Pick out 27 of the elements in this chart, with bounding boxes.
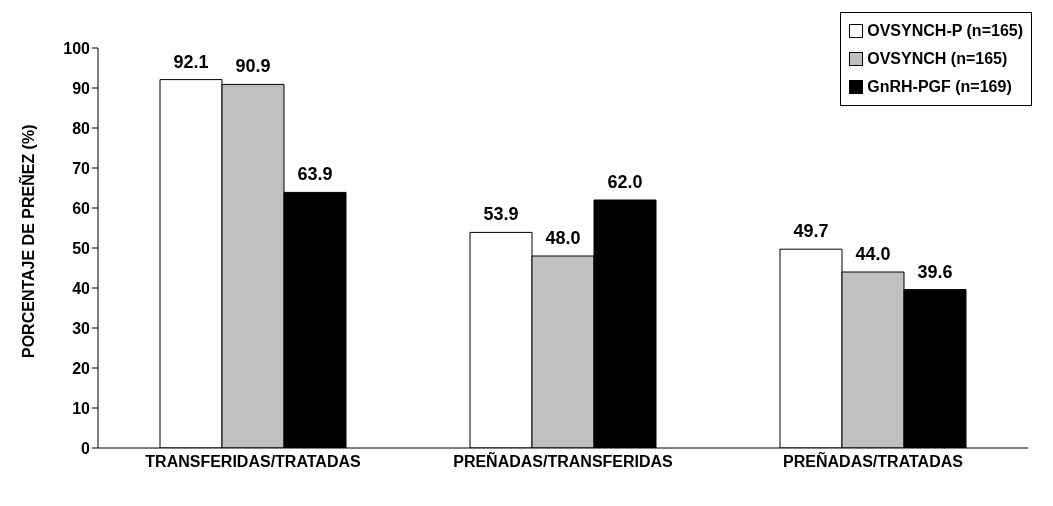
y-tick-label: 0 (81, 439, 91, 457)
data-label: 62.0 (607, 172, 643, 192)
y-axis-title: PORCENTAJE DE PREÑEZ (%) (17, 124, 37, 358)
data-label: 48.0 (545, 228, 581, 248)
y-tick-label: 90 (72, 79, 91, 97)
y-tick-label: 40 (72, 279, 91, 297)
y-tick-label: 80 (72, 119, 91, 137)
y-tick-label: 60 (72, 199, 91, 217)
y-tick-label: 10 (72, 399, 91, 417)
y-tick-label: 100 (63, 39, 91, 57)
data-label: 90.9 (235, 56, 271, 77)
y-tick-label: 50 (72, 239, 91, 257)
y-tick-label: 70 (72, 159, 91, 177)
data-label: 53.9 (483, 204, 519, 225)
legend-label: OVSYNCH-P (n=165) (867, 22, 1023, 40)
data-label: 44.0 (855, 244, 891, 264)
data-label: 49.7 (793, 221, 829, 242)
y-tick-label: 20 (72, 359, 91, 377)
data-label: 63.9 (297, 164, 333, 185)
x-tick-label: TRANSFERIDAS/TRATADAS (145, 453, 362, 471)
data-label: 92.1 (173, 51, 209, 72)
legend-label: GnRH-PGF (n=169) (867, 78, 1012, 96)
y-tick-label: 30 (72, 319, 91, 337)
x-tick-label: PREÑADAS/TRANSFERIDAS (453, 451, 674, 471)
data-label: 39.6 (917, 261, 953, 282)
legend-label: OVSYNCH (n=165) (867, 50, 1008, 68)
x-tick-label: PREÑADAS/TRATADAS (783, 451, 964, 471)
